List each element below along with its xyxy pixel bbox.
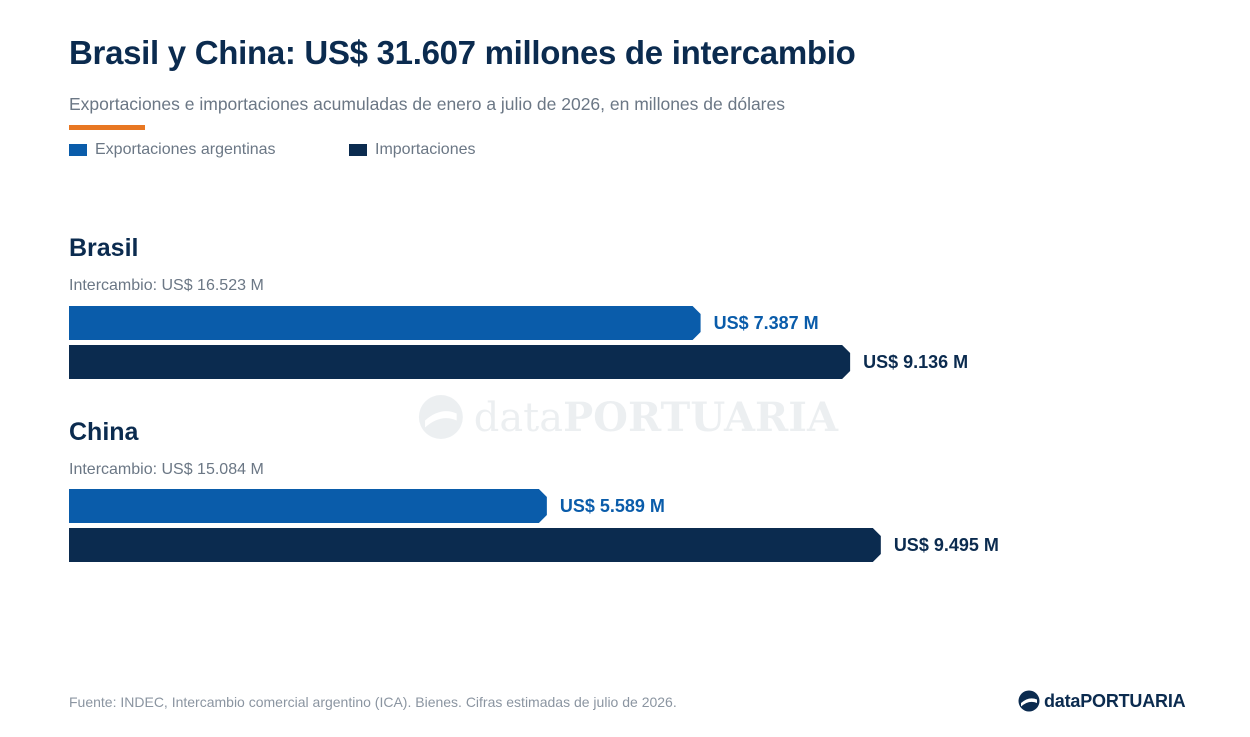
accent-rule — [69, 125, 145, 130]
brand-logo: dataPORTUARIA — [1018, 690, 1186, 712]
chart-subtitle: Exportaciones e importaciones acumuladas… — [69, 94, 785, 114]
legend-swatch-exports — [69, 144, 87, 156]
legend-item-exports: Exportaciones argentinas — [69, 141, 276, 159]
legend-item-imports: Importaciones — [349, 141, 476, 159]
legend-swatch-imports — [349, 144, 367, 156]
brand-wordmark: dataPORTUARIA — [1044, 690, 1186, 712]
bar-label-china-imports: US$ 9.495 M — [894, 535, 999, 555]
bar-label-brasil-imports: US$ 9.136 M — [863, 352, 968, 372]
group-total-china: Intercambio: US$ 15.084 M — [69, 461, 264, 478]
group-total-brasil: Intercambio: US$ 16.523 M — [69, 277, 264, 294]
chart-title: Brasil y China: US$ 31.607 millones de i… — [69, 34, 856, 71]
bar-brasil-exports — [69, 306, 701, 340]
legend-label-exports: Exportaciones argentinas — [95, 141, 276, 158]
bar-china-imports — [69, 528, 881, 562]
group-title-brasil: Brasil — [69, 234, 139, 262]
dataportuaria-logo-icon — [1018, 690, 1040, 712]
bar-brasil-imports — [69, 345, 851, 379]
brand-prefix: data — [1044, 690, 1081, 711]
brand-suffix: PORTUARIA — [1080, 690, 1186, 711]
source-note: Fuente: INDEC, Intercambio comercial arg… — [69, 694, 677, 710]
bar-label-brasil-exports: US$ 7.387 M — [714, 313, 819, 333]
bar-label-china-exports: US$ 5.589 M — [560, 496, 665, 516]
legend-label-imports: Importaciones — [375, 141, 476, 158]
bar-china-exports — [69, 489, 547, 523]
group-title-china: China — [69, 418, 139, 446]
